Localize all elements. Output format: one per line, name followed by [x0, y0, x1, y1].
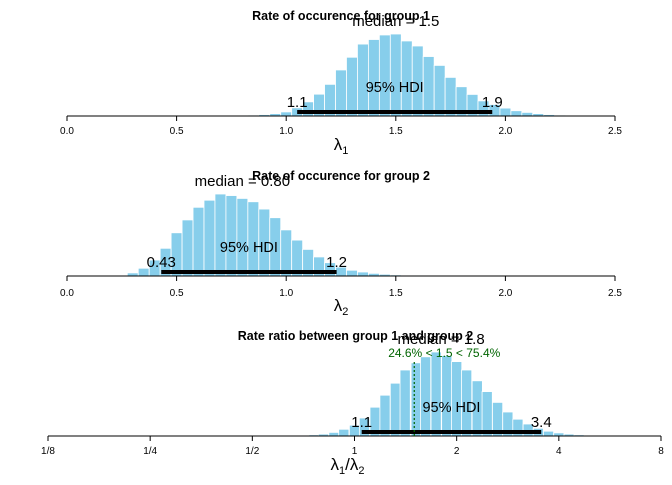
hdi-low-label: 0.43 — [147, 254, 176, 271]
hdi-label: 95% HDI — [220, 240, 278, 256]
histogram-bar — [420, 357, 430, 436]
histogram-bar — [390, 34, 401, 116]
histogram-bar — [339, 429, 349, 436]
histogram-bar — [442, 356, 452, 436]
x-tick-label: 4 — [556, 446, 562, 457]
x-tick-label: 2.0 — [498, 288, 512, 299]
histogram-bar — [390, 383, 400, 436]
x-tick-label: 2.0 — [498, 126, 512, 137]
x-tick-label: 1/2 — [245, 446, 259, 457]
hdi-high-label: 1.9 — [482, 94, 503, 111]
hdi-label: 95% HDI — [422, 400, 480, 416]
histogram-bar — [431, 352, 441, 436]
histogram-bar — [379, 35, 390, 116]
histogram-bar — [182, 220, 193, 276]
hdi-low-label: 1.1 — [287, 94, 308, 111]
x-tick-label: 2.5 — [608, 288, 622, 299]
hdi-high-label: 3.4 — [531, 414, 552, 431]
x-tick-label: 2 — [454, 446, 460, 457]
hdi-low-label: 1.1 — [351, 414, 372, 431]
x-tick-label: 1.0 — [279, 126, 293, 137]
histogram-bar — [400, 370, 410, 436]
histogram-bar — [434, 65, 445, 116]
histogram-bar — [522, 112, 533, 116]
histogram-bar — [511, 111, 522, 116]
x-tick-label: 1.0 — [279, 288, 293, 299]
x-tick-label: 0.5 — [170, 288, 184, 299]
histogram-bar — [329, 432, 339, 436]
x-tick-label: 8 — [658, 446, 664, 457]
x-axis-label: λ1/λ2 — [331, 455, 365, 477]
x-axis-label: λ1 — [334, 135, 349, 157]
histogram-bar — [281, 230, 292, 276]
comparison-label: 24.6% < 1.5 < 75.4% — [388, 346, 500, 360]
median-label: median = 0.80 — [195, 173, 291, 190]
histogram-bar — [226, 196, 237, 276]
panel-3: Rate ratio between group 1 and group 21/… — [41, 329, 664, 477]
x-tick-label: 1/8 — [41, 446, 55, 457]
histogram-bar — [237, 198, 248, 276]
histogram-bar — [368, 40, 379, 116]
histogram-bar — [401, 41, 412, 116]
x-tick-label: 1.5 — [389, 126, 403, 137]
histogram-bar — [380, 395, 390, 436]
histogram-bar — [248, 202, 259, 276]
hdi-high-label: 1.2 — [326, 254, 347, 271]
histogram-bar — [281, 112, 292, 116]
x-tick-label: 2.5 — [608, 126, 622, 137]
x-tick-label: 0.0 — [60, 288, 74, 299]
histogram-bar — [423, 57, 434, 116]
x-axis-label: λ2 — [334, 296, 349, 318]
histogram-bar — [452, 362, 462, 436]
histogram-bar — [204, 200, 215, 276]
histogram-bar — [336, 70, 347, 116]
histogram-bar — [215, 194, 226, 276]
histogram-bar — [482, 392, 492, 436]
histogram-bar — [543, 431, 553, 436]
x-tick-label: 0.0 — [60, 126, 74, 137]
histogram-bar — [357, 272, 368, 276]
x-tick-label: 1.5 — [389, 288, 403, 299]
histogram-bar — [411, 363, 421, 436]
x-tick-label: 0.5 — [170, 126, 184, 137]
x-tick-label: 1/4 — [143, 446, 157, 457]
hdi-label: 95% HDI — [366, 80, 424, 96]
median-label: median = 1.5 — [352, 13, 439, 30]
histogram-bar — [346, 270, 357, 276]
histogram-bar — [193, 207, 204, 276]
histogram-bar — [346, 57, 357, 116]
